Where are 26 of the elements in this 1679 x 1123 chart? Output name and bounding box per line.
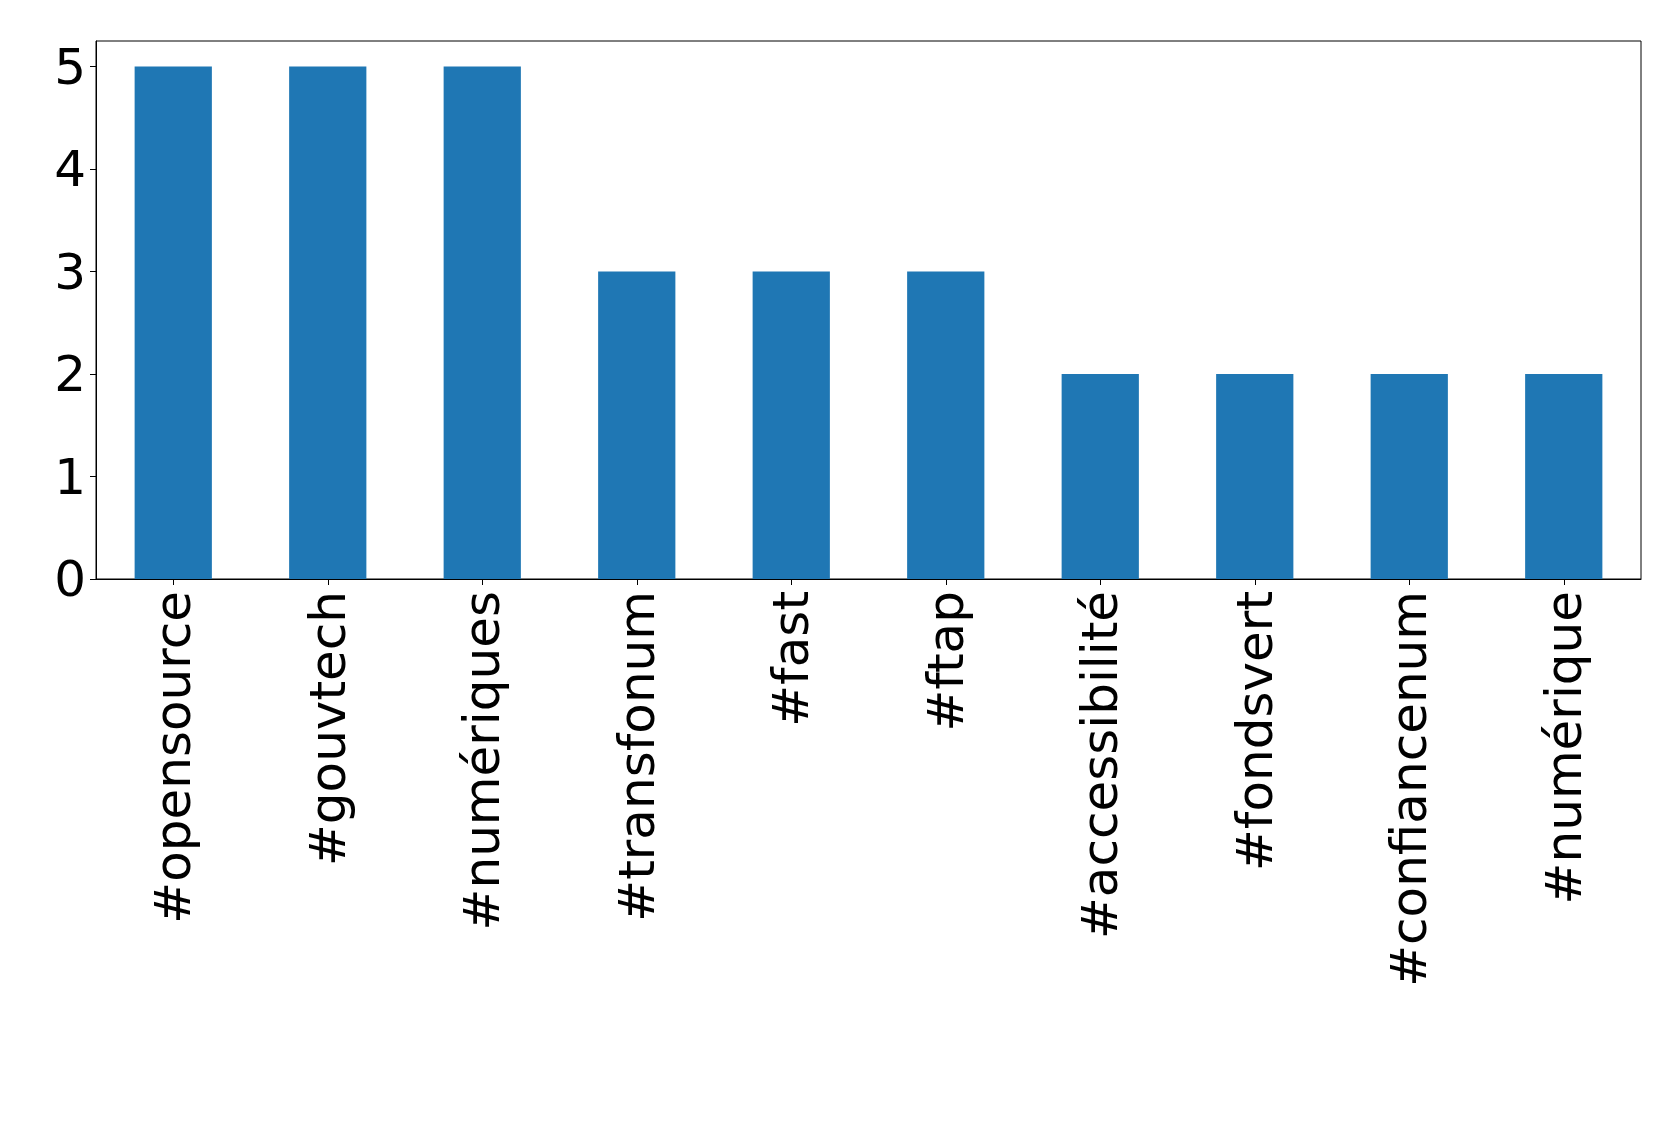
x-tick-label: #numérique [1534,591,1593,905]
y-tick-label: 3 [54,242,86,301]
y-tick-label: 2 [54,345,86,404]
x-tick-label: #gouvtech [298,591,357,867]
x-tick-label: #fondsvert [1225,591,1284,872]
y-tick-label: 1 [54,447,86,506]
bar [1370,374,1448,579]
bar [134,66,212,579]
y-tick-label: 4 [54,140,86,199]
x-tick-label: #accessibilité [1071,591,1130,940]
y-tick-label: 0 [54,550,86,608]
bar [752,271,830,579]
bar [1525,374,1603,579]
bar [1061,374,1139,579]
y-tick-label: 5 [54,37,86,96]
x-tick-label: #opensource [144,591,203,924]
x-tick-label: #confiancenum [1380,591,1439,987]
bar [1216,374,1294,579]
bar [289,66,367,579]
x-tick-label: #numériques [453,591,512,931]
bar [907,271,985,579]
x-tick-label: #transfonum [607,591,666,922]
x-tick-label: #fast [762,591,821,727]
bar [443,66,521,579]
bar [598,271,676,579]
x-tick-label: #ftap [916,591,975,732]
